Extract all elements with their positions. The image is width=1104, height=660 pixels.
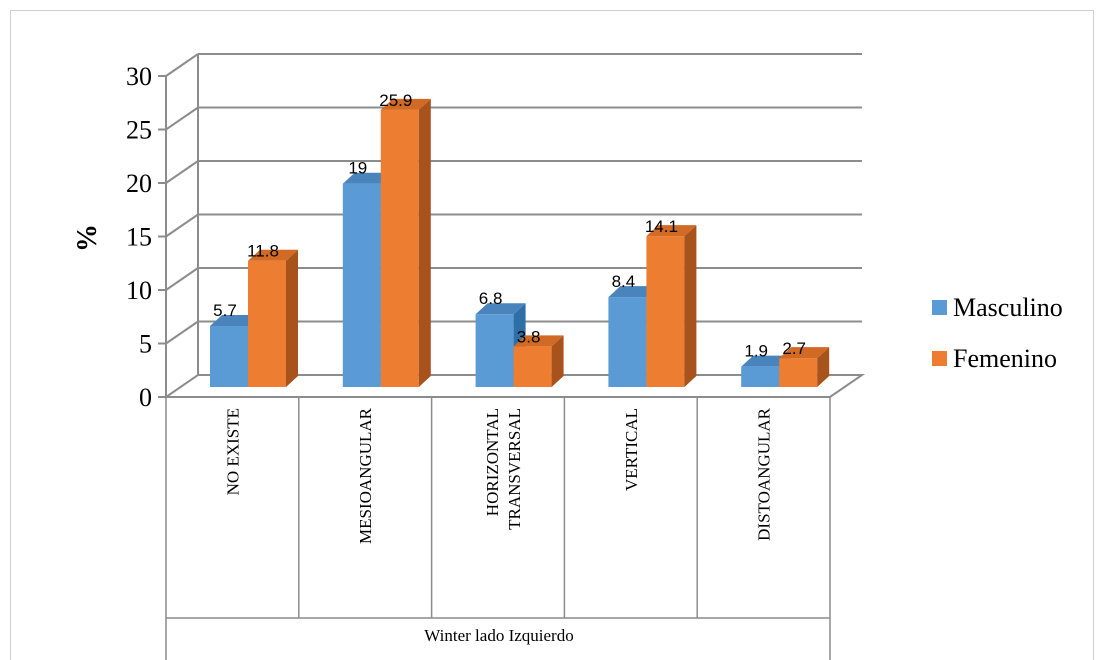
bar-femenino-top (513, 335, 564, 347)
chart-frame (10, 10, 1094, 660)
legend-label-masculino: Masculino (953, 293, 1063, 322)
data-label: 2.7 (782, 339, 806, 358)
bar-femenino-front (380, 109, 419, 388)
gridline-side (165, 213, 199, 238)
bar-masculino-front (210, 326, 248, 387)
data-label: 11.8 (247, 242, 279, 261)
category-label: HORIZONTAL (483, 408, 502, 516)
legend-label-femenino: Femenino (953, 344, 1057, 373)
gridline-side (165, 160, 199, 184)
chart-floor (162, 374, 866, 398)
data-label: 8.4 (612, 272, 636, 291)
bar-masculino-top (210, 315, 260, 327)
category-label: NO EXISTE (223, 408, 242, 495)
y-axis: 0 5 10 15 20 25 30 (126, 62, 167, 412)
bar-femenino-side (418, 98, 431, 388)
y-tick-label: 10 (126, 276, 152, 305)
bar-femenino-front (248, 260, 286, 387)
bar-masculino-front (741, 366, 780, 387)
data-label: 19 (348, 159, 367, 178)
floor-outline (162, 374, 866, 398)
data-labels: 5.7 11.8 19 25.9 6.8 3.8 8.4 14.1 1.9 2.7 (213, 91, 806, 361)
bar-masculino-front (608, 297, 647, 387)
bar-femenino-front (513, 346, 552, 387)
data-label: 3.8 (517, 327, 541, 346)
bar-femenino-top (779, 347, 830, 359)
bar-femenino-top (646, 225, 697, 237)
y-tick-label: 15 (126, 223, 152, 252)
gridline-side (165, 106, 199, 131)
y-tick-label: 20 (126, 169, 152, 198)
legend-swatch-femenino (932, 351, 947, 366)
bar-femenino-top (380, 98, 431, 110)
bar-masculino-top (741, 355, 792, 367)
bar-masculino-top (342, 172, 393, 184)
gridlines (165, 53, 862, 375)
bar-femenino-front (646, 236, 685, 387)
category-label: VERTICAL (622, 408, 641, 491)
data-label: 6.8 (479, 289, 503, 308)
gridline-side (165, 320, 199, 345)
legend: Masculino Femenino (932, 293, 1063, 373)
data-label: 14.1 (645, 217, 678, 236)
category-axis: NO EXISTE MESIOANGULAR HORIZONTAL TRANSVERS… (165, 397, 831, 660)
category-label: TRANSVERSAL (505, 408, 524, 530)
bar-femenino-top (248, 249, 298, 261)
y-tick-label: 25 (126, 116, 152, 145)
y-axis-title: % (72, 224, 103, 252)
bar-masculino-top (608, 286, 659, 298)
bar-masculino-top (475, 303, 526, 315)
bar-masculino-front (342, 183, 381, 387)
data-label: 25.9 (379, 91, 412, 110)
gridline-side (165, 53, 199, 77)
bar-femenino-side (286, 249, 298, 387)
x-axis-title: Winter lado Izquierdo (424, 626, 573, 645)
bar-femenino-side (684, 225, 697, 387)
data-label: 5.7 (213, 301, 237, 320)
category-label: DISTOANGULAR (755, 407, 774, 541)
bar-femenino-side (817, 347, 830, 387)
gridline-side (165, 267, 199, 291)
category-label: MESIOANGULAR (356, 407, 375, 544)
legend-swatch-masculino (932, 300, 947, 315)
y-tick-label: 30 (126, 62, 152, 91)
bar-femenino-front (779, 358, 818, 387)
bars (210, 98, 830, 388)
bar-masculino-front (475, 314, 514, 387)
y-tick-label: 5 (139, 330, 152, 359)
data-label: 1.9 (744, 342, 768, 361)
bar-femenino-side (551, 335, 564, 387)
y-tick-label: 0 (139, 383, 152, 412)
